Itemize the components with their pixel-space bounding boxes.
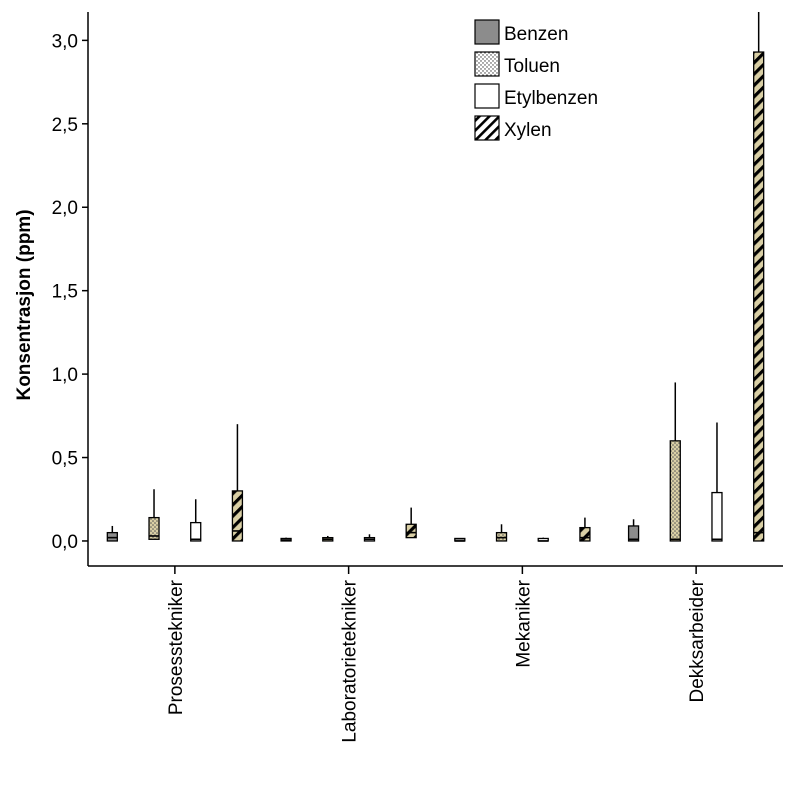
box-xylen (579, 517, 591, 542)
legend-swatch-benzen (474, 19, 500, 45)
box-etylbenzen (537, 537, 549, 542)
box-toluen (669, 382, 681, 542)
y-tick-label: 1,0 (52, 365, 78, 386)
box-benzen (627, 519, 640, 542)
box-body (106, 531, 118, 542)
axes-layer: 0,0 0,5 1,0 1,5 2,0 2,5 3,0 Prosesstekniker Labo… (52, 12, 783, 743)
box-toluen (148, 489, 160, 540)
box-xylen (231, 424, 244, 542)
y-axis-title: Konsentrasjon (ppm) (14, 209, 35, 400)
box-body (669, 440, 681, 542)
y-tick-label: 1,5 (52, 282, 78, 303)
data-layer (106, 12, 765, 542)
x-category-label: Dekksarbeider (687, 579, 708, 702)
legend-label-etylbenzen: Etylbenzen (504, 88, 598, 109)
box-benzen (280, 537, 292, 542)
legend-swatch-xylen (474, 115, 500, 141)
y-tick-label: 2,5 (52, 115, 78, 136)
box-xylen (405, 507, 417, 539)
legend-label-benzen: Benzen (504, 24, 568, 45)
box-body (148, 516, 160, 540)
box-body (495, 531, 508, 542)
y-tick-label: 3,0 (52, 31, 78, 52)
legend-swatch-etylbenzen (474, 83, 500, 109)
x-category-label: Laboratorietekniker (340, 579, 361, 742)
box-body (627, 525, 640, 542)
legend-label-xylen: Xylen (504, 120, 552, 141)
x-category-label: Prosesstekniker (166, 579, 187, 715)
box-body (753, 51, 765, 542)
box-toluen (495, 524, 508, 542)
box-etylbenzen (363, 534, 376, 542)
y-tick-label: 0,5 (52, 449, 78, 470)
box-xylen (753, 12, 765, 542)
box-body (190, 521, 202, 542)
y-tick-label: 0,0 (52, 532, 78, 553)
legend-label-toluen: Toluen (504, 56, 560, 77)
box-etylbenzen (190, 499, 202, 542)
box-body (231, 490, 244, 542)
box-etylbenzen (711, 422, 723, 542)
box-benzen (454, 537, 466, 542)
legend: Benzen Toluen Etylbenzen Xylen (474, 19, 598, 141)
box-body (711, 491, 723, 542)
y-tick-label: 2,0 (52, 198, 78, 219)
legend-swatch-toluen (474, 51, 500, 77)
box-toluen (322, 535, 334, 542)
box-body (579, 526, 591, 542)
x-category-label: Mekaniker (513, 579, 534, 667)
box-benzen (106, 525, 118, 542)
box-body (405, 523, 417, 539)
